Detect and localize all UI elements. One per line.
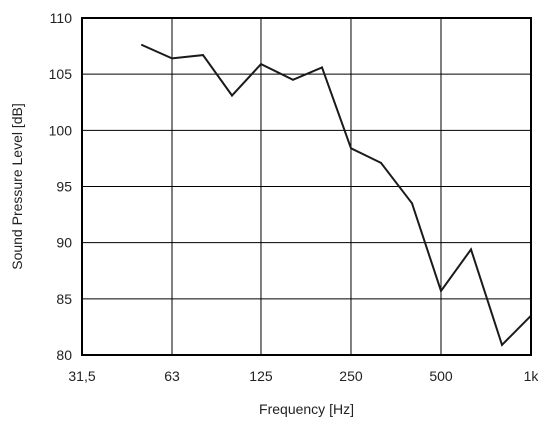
data-point	[440, 290, 442, 292]
x-axis-label: Frequency [Hz]	[259, 401, 354, 417]
data-point	[171, 57, 173, 60]
y-tick-label: 85	[56, 291, 72, 307]
data-point	[260, 63, 262, 66]
y-tick-label: 90	[56, 235, 72, 251]
data-point	[470, 248, 472, 251]
x-tick-label: 63	[164, 368, 180, 384]
x-tick-label: 250	[339, 368, 363, 384]
series-layer	[141, 44, 532, 347]
y-tick-label: 80	[56, 347, 72, 363]
tick-labels: 80 85 90 95 100 105 110 31,5 63 125 250 500 1k	[49, 10, 540, 384]
plot-frame	[81, 17, 532, 356]
y-axis-label: Sound Pressure Level [dB]	[9, 103, 25, 270]
data-point	[141, 44, 143, 46]
data-point	[501, 343, 503, 346]
x-tick-label: 31,5	[68, 368, 95, 384]
data-point	[350, 147, 352, 150]
x-tick-label: 500	[429, 368, 453, 384]
data-point	[292, 78, 294, 81]
data-point	[411, 202, 413, 205]
data-point	[202, 54, 204, 57]
y-tick-label: 95	[56, 179, 72, 195]
series-line	[141, 44, 532, 347]
y-tick-label: 105	[49, 66, 73, 82]
x-tick-label: 1k	[524, 368, 540, 384]
data-point	[380, 161, 382, 164]
y-tick-label: 100	[49, 122, 73, 138]
data-point	[231, 94, 233, 97]
data-point	[321, 66, 323, 69]
y-tick-label: 110	[50, 10, 73, 26]
grid	[81, 17, 532, 356]
x-tick-label: 125	[249, 368, 273, 384]
